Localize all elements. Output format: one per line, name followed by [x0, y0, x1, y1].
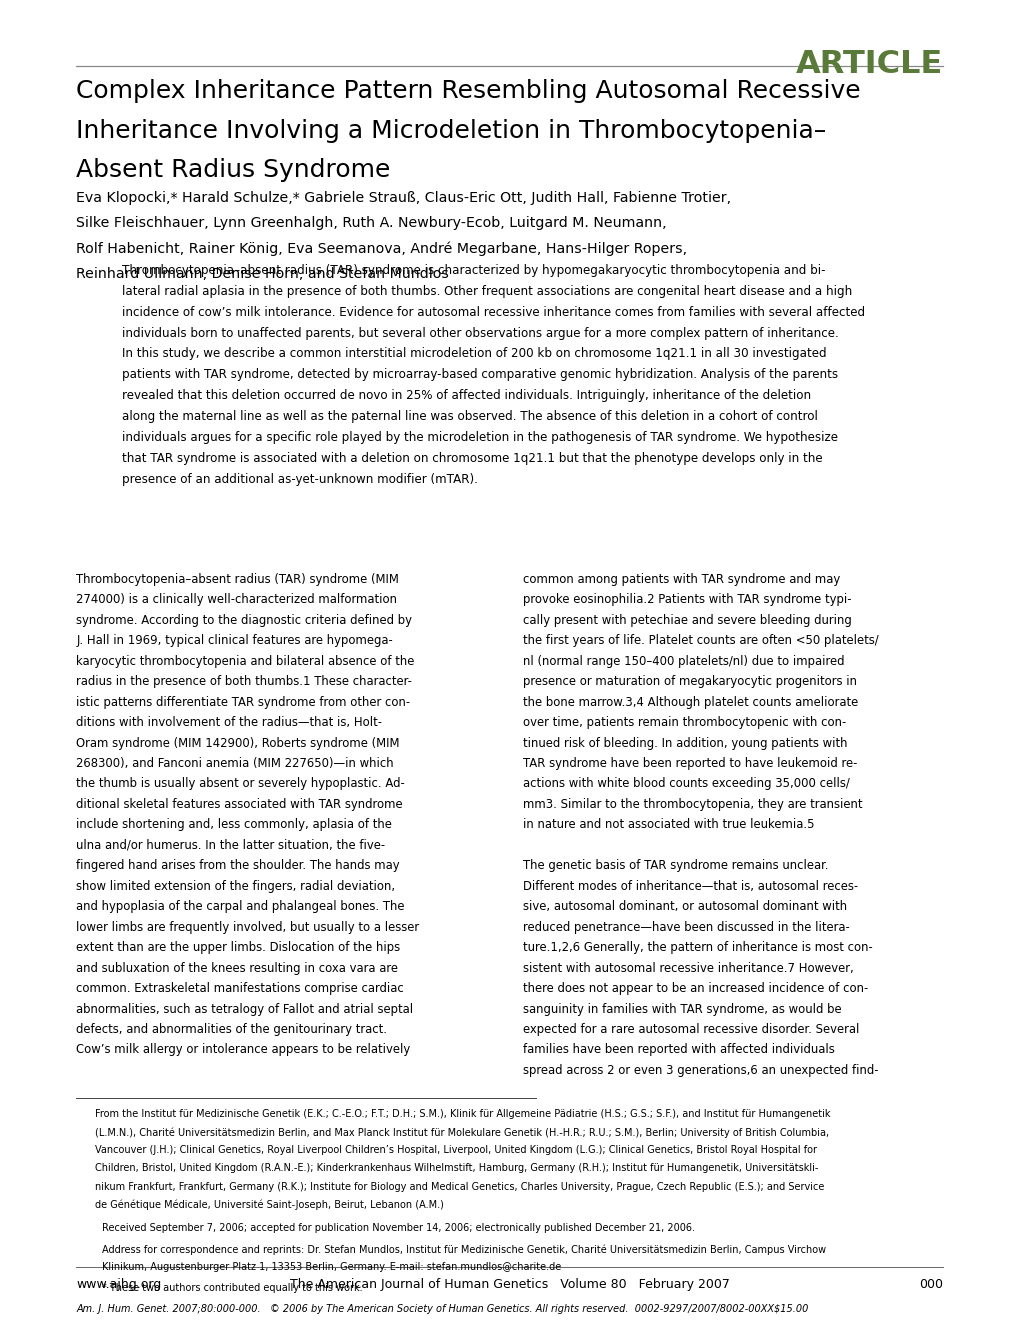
Text: over time, patients remain thrombocytopenic with con-: over time, patients remain thrombocytope…	[523, 715, 846, 729]
Text: fingered hand arises from the shoulder. The hands may: fingered hand arises from the shoulder. …	[76, 859, 399, 873]
Text: Reinhard Ullmann, Denise Horn, and Stefan Mundlos: Reinhard Ullmann, Denise Horn, and Stefa…	[76, 267, 449, 281]
Text: Am. J. Hum. Genet. 2007;80:000-000.   © 2006 by The American Society of Human Ge: Am. J. Hum. Genet. 2007;80:000-000. © 20…	[76, 1304, 808, 1315]
Text: along the maternal line as well as the paternal line was observed. The absence o: along the maternal line as well as the p…	[122, 411, 817, 422]
Text: Children, Bristol, United Kingdom (R.A.N.-E.); Kinderkrankenhaus Wilhelmstift, H: Children, Bristol, United Kingdom (R.A.N…	[95, 1163, 817, 1173]
Text: The American Journal of Human Genetics   Volume 80   February 2007: The American Journal of Human Genetics V…	[289, 1278, 730, 1291]
Text: Rolf Habenicht, Rainer König, Eva Seemanova, André Megarbane, Hans-Hilger Ropers: Rolf Habenicht, Rainer König, Eva Seeman…	[76, 242, 687, 256]
Text: The genetic basis of TAR syndrome remains unclear.: The genetic basis of TAR syndrome remain…	[523, 859, 828, 873]
Text: Cow’s milk allergy or intolerance appears to be relatively: Cow’s milk allergy or intolerance appear…	[76, 1043, 411, 1056]
Text: provoke eosinophilia.2 Patients with TAR syndrome typi-: provoke eosinophilia.2 Patients with TAR…	[523, 594, 851, 606]
Text: patients with TAR syndrome, detected by microarray-based comparative genomic hyb: patients with TAR syndrome, detected by …	[122, 368, 838, 381]
Text: and subluxation of the knees resulting in coxa vara are: and subluxation of the knees resulting i…	[76, 961, 398, 974]
Text: individuals argues for a specific role played by the microdeletion in the pathog: individuals argues for a specific role p…	[122, 430, 838, 444]
Text: incidence of cow’s milk intolerance. Evidence for autosomal recessive inheritanc: incidence of cow’s milk intolerance. Evi…	[122, 306, 865, 318]
Text: that TAR syndrome is associated with a deletion on chromosome 1q21.1 but that th: that TAR syndrome is associated with a d…	[122, 451, 822, 465]
Text: revealed that this deletion occurred de novo in 25% of affected individuals. Int: revealed that this deletion occurred de …	[122, 389, 811, 403]
Text: karyocytic thrombocytopenia and bilateral absence of the: karyocytic thrombocytopenia and bilatera…	[76, 655, 415, 668]
Text: cally present with petechiae and severe bleeding during: cally present with petechiae and severe …	[523, 614, 851, 627]
Text: defects, and abnormalities of the genitourinary tract.: defects, and abnormalities of the genito…	[76, 1023, 387, 1036]
Text: lateral radial aplasia in the presence of both thumbs. Other frequent associatio: lateral radial aplasia in the presence o…	[122, 285, 852, 298]
Text: mm3. Similar to the thrombocytopenia, they are transient: mm3. Similar to the thrombocytopenia, th…	[523, 797, 862, 810]
Text: 268300), and Fanconi anemia (MIM 227650)—in which: 268300), and Fanconi anemia (MIM 227650)…	[76, 758, 393, 770]
Text: presence or maturation of megakaryocytic progenitors in: presence or maturation of megakaryocytic…	[523, 676, 856, 688]
Text: Klinikum, Augustenburger Platz 1, 13353 Berlin, Germany. E-mail: stefan.mundlos@: Klinikum, Augustenburger Platz 1, 13353 …	[102, 1262, 560, 1272]
Text: ditional skeletal features associated with TAR syndrome: ditional skeletal features associated wi…	[76, 797, 403, 810]
Text: 000: 000	[918, 1278, 943, 1291]
Text: nikum Frankfurt, Frankfurt, Germany (R.K.); Institute for Biology and Medical Ge: nikum Frankfurt, Frankfurt, Germany (R.K…	[95, 1181, 823, 1192]
Text: ditions with involvement of the radius—that is, Holt-: ditions with involvement of the radius—t…	[76, 715, 382, 729]
Text: and hypoplasia of the carpal and phalangeal bones. The: and hypoplasia of the carpal and phalang…	[76, 900, 405, 913]
Text: in nature and not associated with true leukemia.5: in nature and not associated with true l…	[523, 818, 814, 832]
Text: spread across 2 or even 3 generations,6 an unexpected find-: spread across 2 or even 3 generations,6 …	[523, 1064, 878, 1077]
Text: radius in the presence of both thumbs.1 These character-: radius in the presence of both thumbs.1 …	[76, 676, 412, 688]
Text: show limited extension of the fingers, radial deviation,: show limited extension of the fingers, r…	[76, 880, 395, 892]
Text: Oram syndrome (MIM 142900), Roberts syndrome (MIM: Oram syndrome (MIM 142900), Roberts synd…	[76, 737, 399, 750]
Text: ARTICLE: ARTICLE	[796, 49, 943, 79]
Text: abnormalities, such as tetralogy of Fallot and atrial septal: abnormalities, such as tetralogy of Fall…	[76, 1003, 414, 1015]
Text: include shortening and, less commonly, aplasia of the: include shortening and, less commonly, a…	[76, 818, 392, 832]
Text: expected for a rare autosomal recessive disorder. Several: expected for a rare autosomal recessive …	[523, 1023, 859, 1036]
Text: common among patients with TAR syndrome and may: common among patients with TAR syndrome …	[523, 573, 840, 586]
Text: Thrombocytopenia–absent radius (TAR) syndrome (MIM: Thrombocytopenia–absent radius (TAR) syn…	[76, 573, 399, 586]
Text: Thrombocytopenia–absent radius (TAR) syndrome is characterized by hypomegakaryoc: Thrombocytopenia–absent radius (TAR) syn…	[122, 264, 825, 277]
Text: common. Extraskeletal manifestations comprise cardiac: common. Extraskeletal manifestations com…	[76, 982, 404, 995]
Text: Different modes of inheritance—that is, autosomal reces-: Different modes of inheritance—that is, …	[523, 880, 858, 892]
Text: istic patterns differentiate TAR syndrome from other con-: istic patterns differentiate TAR syndrom…	[76, 696, 411, 709]
Text: the first years of life. Platelet counts are often <50 platelets/: the first years of life. Platelet counts…	[523, 635, 878, 647]
Text: the bone marrow.3,4 Although platelet counts ameliorate: the bone marrow.3,4 Although platelet co…	[523, 696, 858, 709]
Text: ulna and/or humerus. In the latter situation, the five-: ulna and/or humerus. In the latter situa…	[76, 840, 385, 851]
Text: sanguinity in families with TAR syndrome, as would be: sanguinity in families with TAR syndrome…	[523, 1003, 841, 1015]
Text: * These two authors contributed equally to this work.: * These two authors contributed equally …	[102, 1283, 363, 1294]
Text: individuals born to unaffected parents, but several other observations argue for: individuals born to unaffected parents, …	[122, 326, 839, 339]
Text: Eva Klopocki,* Harald Schulze,* Gabriele Strauß, Claus-Eric Ott, Judith Hall, Fa: Eva Klopocki,* Harald Schulze,* Gabriele…	[76, 191, 731, 206]
Text: TAR syndrome have been reported to have leukemoid re-: TAR syndrome have been reported to have …	[523, 758, 857, 770]
Text: (L.M.N.), Charité Universitätsmedizin Berlin, and Max Planck Institut für Moleku: (L.M.N.), Charité Universitätsmedizin Be…	[95, 1127, 828, 1138]
Text: lower limbs are frequently involved, but usually to a lesser: lower limbs are frequently involved, but…	[76, 921, 419, 933]
Text: presence of an additional as-yet-unknown modifier (mTAR).: presence of an additional as-yet-unknown…	[122, 473, 478, 486]
Text: Address for correspondence and reprints: Dr. Stefan Mundlos, Institut für Medizi: Address for correspondence and reprints:…	[102, 1245, 825, 1255]
Text: From the Institut für Medizinische Genetik (E.K.; C.-E.O.; F.T.; D.H.; S.M.), Kl: From the Institut für Medizinische Genet…	[95, 1109, 829, 1119]
Text: sistent with autosomal recessive inheritance.7 However,: sistent with autosomal recessive inherit…	[523, 961, 853, 974]
Text: Silke Fleischhauer, Lynn Greenhalgh, Ruth A. Newbury-Ecob, Luitgard M. Neumann,: Silke Fleischhauer, Lynn Greenhalgh, Rut…	[76, 216, 666, 231]
Text: Inheritance Involving a Microdeletion in Thrombocytopenia–: Inheritance Involving a Microdeletion in…	[76, 119, 826, 143]
Text: www.ajhg.org: www.ajhg.org	[76, 1278, 162, 1291]
Text: tinued risk of bleeding. In addition, young patients with: tinued risk of bleeding. In addition, yo…	[523, 737, 847, 750]
Text: 274000) is a clinically well-characterized malformation: 274000) is a clinically well-characteriz…	[76, 594, 397, 606]
Text: there does not appear to be an increased incidence of con-: there does not appear to be an increased…	[523, 982, 867, 995]
Text: extent than are the upper limbs. Dislocation of the hips: extent than are the upper limbs. Disloca…	[76, 941, 400, 954]
Text: ture.1,2,6 Generally, the pattern of inheritance is most con-: ture.1,2,6 Generally, the pattern of inh…	[523, 941, 872, 954]
Text: families have been reported with affected individuals: families have been reported with affecte…	[523, 1043, 835, 1056]
Text: de Génétique Médicale, Université Saint-Joseph, Beirut, Lebanon (A.M.): de Génétique Médicale, Université Saint-…	[95, 1200, 443, 1210]
Text: the thumb is usually absent or severely hypoplastic. Ad-: the thumb is usually absent or severely …	[76, 777, 405, 791]
Text: Absent Radius Syndrome: Absent Radius Syndrome	[76, 158, 390, 182]
Text: Received September 7, 2006; accepted for publication November 14, 2006; electron: Received September 7, 2006; accepted for…	[102, 1224, 694, 1233]
Text: Complex Inheritance Pattern Resembling Autosomal Recessive: Complex Inheritance Pattern Resembling A…	[76, 79, 860, 103]
Text: reduced penetrance—have been discussed in the litera-: reduced penetrance—have been discussed i…	[523, 921, 849, 933]
Text: sive, autosomal dominant, or autosomal dominant with: sive, autosomal dominant, or autosomal d…	[523, 900, 847, 913]
Text: syndrome. According to the diagnostic criteria defined by: syndrome. According to the diagnostic cr…	[76, 614, 412, 627]
Text: nl (normal range 150–400 platelets/nl) due to impaired: nl (normal range 150–400 platelets/nl) d…	[523, 655, 844, 668]
Text: In this study, we describe a common interstitial microdeletion of 200 kb on chro: In this study, we describe a common inte…	[122, 347, 826, 360]
Text: J. Hall in 1969, typical clinical features are hypomega-: J. Hall in 1969, typical clinical featur…	[76, 635, 393, 647]
Text: Vancouver (J.H.); Clinical Genetics, Royal Liverpool Children’s Hospital, Liverp: Vancouver (J.H.); Clinical Genetics, Roy…	[95, 1146, 816, 1155]
Text: actions with white blood counts exceeding 35,000 cells/: actions with white blood counts exceedin…	[523, 777, 849, 791]
